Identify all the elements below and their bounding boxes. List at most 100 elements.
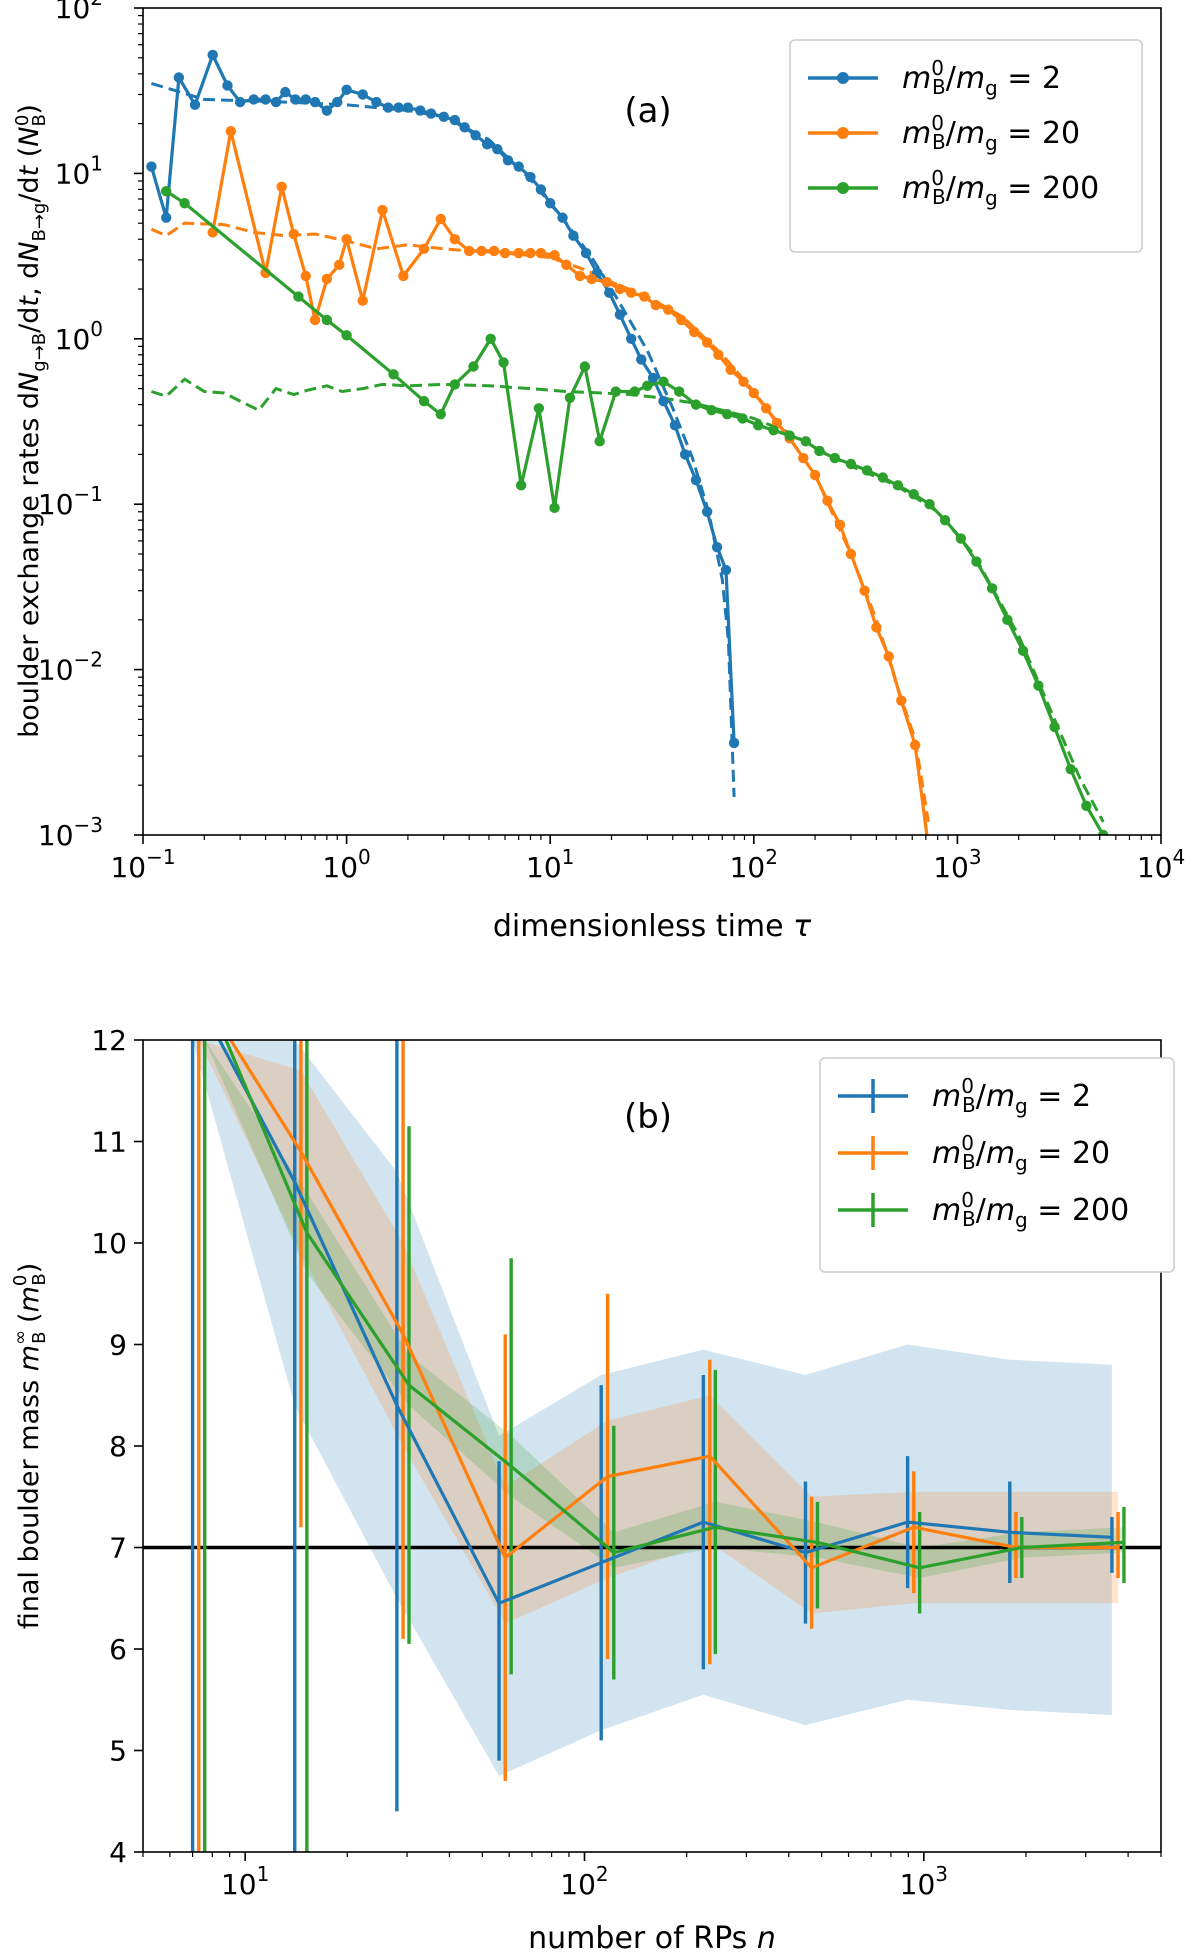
panel-b-error-bars [190,1040,1126,1852]
data-point-series-2 [549,502,560,514]
data-point-series-2 [673,386,685,397]
data-point-series-0 [513,161,524,172]
data-point-series-1 [883,651,894,662]
data-point-series-0 [309,96,321,108]
data-point-series-0 [189,99,201,110]
data-point-series-0 [371,96,382,108]
data-point-series-1 [601,276,613,288]
data-point-series-2 [179,198,190,209]
data-point-series-0 [260,94,271,105]
data-point-series-0 [393,102,404,113]
fit-line-series-2 [150,377,1105,823]
data-point-series-2 [971,556,982,567]
y-tick-label: 102 [55,0,103,25]
data-point-series-2 [1033,680,1044,691]
panel-b-label: (b) [624,1097,672,1137]
panel-a-y-axis-label: boulder exchange rates dNg→B/dt, dNB→g/d… [12,104,50,738]
data-point-series-1 [663,304,674,315]
confidence-band-series-0 [192,1040,1112,1776]
data-point-series-2 [515,480,527,491]
y-tick-label: 12 [91,1024,127,1057]
y-tick-label: 10−3 [38,813,103,852]
data-point-series-0 [604,287,615,298]
x-tick-label: 103 [900,1862,948,1901]
data-point-series-2 [986,583,998,594]
data-point-series-2 [690,399,702,410]
data-point-series-2 [594,436,605,447]
panel-a-x-axis-label: dimensionless time τ [493,909,812,944]
panel-b-x-axis-label: number of RPs n [528,1921,776,1956]
data-point-series-2 [435,409,446,420]
data-point-series-0 [449,114,461,126]
data-point-series-1 [614,283,626,295]
data-point-series-1 [896,695,907,706]
data-point-series-2 [721,409,733,420]
legend-marker-series-1 [837,127,849,139]
data-point-series-0 [438,111,449,122]
data-point-series-2 [924,499,935,510]
legend-label-series-1: m0 B/mg = 20 [932,1131,1110,1175]
data-point-series-1 [748,387,759,399]
data-point-series-0 [535,184,547,195]
data-point-series-1 [822,495,833,506]
legend-label-series-1: m0 B/mg = 20 [902,111,1080,155]
y-tick-label: 10−2 [38,648,103,687]
legend-a-box [789,39,1143,253]
data-point-series-1 [586,273,597,285]
data-point-series-1 [398,270,409,282]
data-point-series-0 [357,89,368,100]
data-point-series-0 [459,122,470,133]
legend-marker-series-2 [837,182,849,194]
data-point-series-1 [561,259,572,271]
data-point-series-0 [270,96,282,108]
data-point-series-0 [321,105,333,116]
panel-a-label: (a) [624,91,671,131]
panel-a-chart: 10−1 100 101 102 103 104 10−3 10−2 10−1 100 101 102… [12,0,1185,944]
data-point-series-1 [713,349,724,361]
data-point-series-0 [146,161,157,172]
data-point-series-1 [809,469,821,481]
data-point-series-2 [939,515,951,526]
data-point-series-2 [737,413,748,424]
data-point-series-1 [760,403,772,414]
y-tick-label: 9 [109,1329,127,1362]
y-tick-label: 10−1 [38,482,103,521]
data-point-series-0 [690,474,702,486]
data-point-series-0 [470,130,481,141]
data-point-series-1 [626,287,637,298]
data-point-series-1 [701,337,713,348]
data-point-series-2 [341,330,352,341]
data-point-series-0 [300,94,311,105]
legend-label-series-2: m0 B/mg = 200 [932,1188,1129,1232]
data-point-series-2 [768,425,779,436]
data-point-series-2 [800,436,811,447]
data-point-series-1 [499,247,511,259]
y-tick-label: 101 [55,151,103,190]
data-point-series-0 [614,309,626,320]
data-point-series-1 [725,364,736,375]
data-point-series-2 [293,291,304,302]
data-point-series-1 [377,204,388,216]
data-point-series-1 [488,245,500,257]
panel-b-legend: m0 B/mg = 2 m0 B/mg = 20 m0 B/mg = 200 [819,1057,1175,1273]
data-point-series-1 [525,247,536,259]
legend-label-series-0: m0 B/mg = 2 [932,1074,1091,1118]
data-point-series-0 [402,102,414,113]
data-point-series-2 [1049,721,1060,733]
data-point-series-1 [549,250,560,261]
data-point-series-0 [207,49,218,61]
data-point-series-0 [415,105,426,116]
data-point-series-1 [738,376,749,387]
data-point-series-1 [923,841,933,851]
data-point-series-2 [485,333,496,344]
data-point-series-0 [701,506,713,517]
data-point-series-0 [382,102,394,113]
panel-a-frame [142,7,1162,836]
data-point-series-0 [626,333,637,344]
x-tick-label: 10−1 [110,845,175,884]
data-point-series-0 [658,395,669,407]
x-tick-label: 100 [322,845,370,884]
data-point-series-2 [861,465,873,476]
